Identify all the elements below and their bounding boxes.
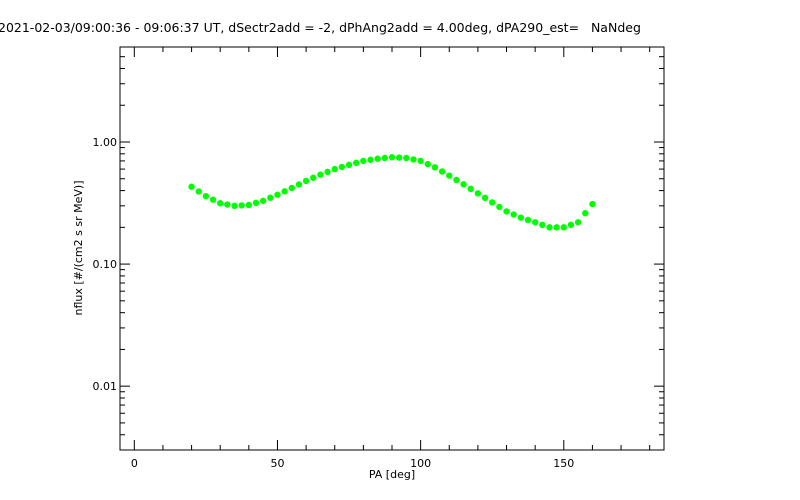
data-point [317, 171, 324, 178]
data-point [331, 165, 338, 173]
data-point [209, 196, 217, 203]
data-point [288, 184, 295, 192]
data-point [217, 200, 224, 207]
data-point [431, 164, 439, 171]
data-point [481, 194, 489, 202]
data-point [367, 156, 374, 163]
data-point [517, 214, 525, 221]
data-point [195, 188, 202, 195]
data-point [467, 185, 474, 193]
data-point [324, 168, 331, 176]
data-point [424, 160, 431, 168]
data-point [446, 172, 453, 179]
data-point [582, 209, 589, 217]
data-point [510, 211, 517, 218]
data-point [374, 155, 381, 162]
data-point [395, 154, 403, 161]
data-point [474, 190, 482, 197]
data-point [281, 188, 288, 195]
data-point [417, 157, 424, 165]
data-point [267, 194, 274, 201]
x-tick-label: 50 [270, 457, 284, 470]
data-point [259, 197, 267, 204]
data-point [560, 224, 567, 231]
data-point [438, 168, 446, 175]
data-point [524, 216, 532, 224]
data-point [410, 156, 417, 163]
data-point [245, 201, 253, 209]
data-point [531, 219, 539, 226]
data-point [338, 163, 346, 171]
data-point [274, 191, 281, 198]
data-point [310, 174, 317, 181]
data-point [496, 203, 503, 211]
data-point [489, 199, 496, 206]
y-tick-label: 0.01 [93, 380, 118, 393]
x-axis-label: PA [deg] [369, 468, 415, 481]
y-axis-label: nflux [#/(cm2 s sr MeV)] [72, 181, 85, 316]
y-axis-ticks: 0.01 0.10 1.00 [93, 46, 664, 451]
data-point [188, 183, 195, 190]
data-point [202, 192, 210, 200]
data-point [567, 221, 575, 229]
data-point [302, 177, 310, 185]
data-point [295, 181, 303, 188]
data-point [574, 219, 582, 226]
data-point [381, 154, 389, 162]
data-point [388, 154, 396, 161]
data-point [345, 161, 353, 169]
y-tick-label: 1.00 [93, 136, 118, 149]
data-point [238, 202, 245, 209]
data-point [503, 208, 510, 215]
chart-title: 2021-02-03/09:00:36 - 09:06:37 UT, dSect… [0, 20, 641, 35]
data-point [546, 224, 553, 231]
data-point [231, 202, 238, 210]
x-tick-label: 0 [131, 457, 138, 470]
data-point [224, 201, 231, 208]
data-series [188, 154, 596, 231]
data-point [539, 221, 546, 229]
data-point [252, 199, 260, 207]
x-tick-label: 150 [553, 457, 574, 470]
plot-frame [119, 46, 665, 451]
data-point [360, 157, 367, 165]
x-axis-ticks: 0 50 100 150 [131, 47, 651, 470]
data-point [403, 154, 410, 162]
y-tick-label: 0.10 [93, 258, 118, 271]
data-point [353, 159, 360, 167]
data-point [460, 181, 467, 188]
data-point [453, 176, 460, 184]
data-point [553, 224, 560, 231]
data-point [589, 200, 596, 208]
x-tick-label: 100 [410, 457, 431, 470]
